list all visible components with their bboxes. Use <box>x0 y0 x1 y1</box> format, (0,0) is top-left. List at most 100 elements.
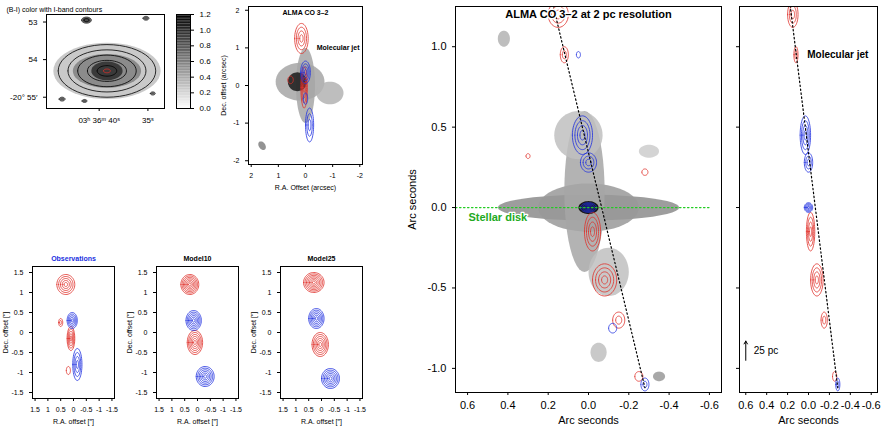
svg-text:-2: -2 <box>233 157 239 164</box>
svg-text:Molecular jet: Molecular jet <box>807 49 869 60</box>
svg-text:Stellar disk: Stellar disk <box>468 211 528 223</box>
svg-text:0: 0 <box>304 172 308 179</box>
svg-text:R.A. offset [″]: R.A. offset [″] <box>301 418 342 426</box>
svg-text:1.5: 1.5 <box>262 269 272 276</box>
svg-text:0.6: 0.6 <box>738 399 753 411</box>
svg-text:Arc seconds: Arc seconds <box>406 169 418 230</box>
svg-text:-1: -1 <box>17 369 23 376</box>
svg-text:1: 1 <box>236 44 240 51</box>
svg-text:Dec. offset [″]: Dec. offset [″] <box>126 312 134 354</box>
svg-text:Model25: Model25 <box>307 255 335 262</box>
svg-text:0.5: 0.5 <box>431 121 446 133</box>
svg-text:-1: -1 <box>330 172 336 179</box>
svg-text:0: 0 <box>236 82 240 89</box>
svg-text:R.A. offset [″]: R.A. offset [″] <box>177 418 218 426</box>
svg-text:-0.6: -0.6 <box>700 399 719 411</box>
svg-text:-1.5: -1.5 <box>230 406 242 413</box>
svg-text:0.5: 0.5 <box>304 406 314 413</box>
svg-text:0: 0 <box>72 406 76 413</box>
svg-text:-1: -1 <box>220 406 226 413</box>
svg-text:-0.5: -0.5 <box>428 281 447 293</box>
svg-text:-2: -2 <box>357 172 363 179</box>
svg-text:0.5: 0.5 <box>14 309 24 316</box>
svg-text:-1: -1 <box>344 406 350 413</box>
svg-text:0.5: 0.5 <box>138 309 148 316</box>
svg-text:1.2: 1.2 <box>200 10 212 19</box>
svg-text:25 pc: 25 pc <box>754 345 778 356</box>
svg-text:Observations: Observations <box>51 255 96 262</box>
svg-text:-1.5: -1.5 <box>259 389 271 396</box>
svg-text:-1.5: -1.5 <box>135 389 147 396</box>
svg-text:1: 1 <box>294 406 298 413</box>
svg-text:Arc seconds: Arc seconds <box>558 414 619 426</box>
svg-text:35ˢ: 35ˢ <box>142 116 154 125</box>
svg-text:-0.4: -0.4 <box>660 399 679 411</box>
svg-text:-1: -1 <box>141 369 147 376</box>
svg-text:0.6: 0.6 <box>460 399 475 411</box>
svg-text:ALMA CO 3–2: ALMA CO 3–2 <box>282 9 328 16</box>
svg-text:0.8: 0.8 <box>200 41 212 50</box>
svg-text:0: 0 <box>268 329 272 336</box>
svg-text:R.A. Offset (arcsec): R.A. Offset (arcsec) <box>275 184 336 192</box>
svg-text:0: 0 <box>144 329 148 336</box>
svg-text:1: 1 <box>276 172 280 179</box>
svg-text:03ʰ 36ᵐ 40ˢ: 03ʰ 36ᵐ 40ˢ <box>78 116 120 125</box>
svg-text:-0.2: -0.2 <box>820 399 839 411</box>
svg-text:-0.5: -0.5 <box>11 349 23 356</box>
svg-text:Dec. offset [″]: Dec. offset [″] <box>250 312 258 354</box>
svg-text:Arc seconds: Arc seconds <box>778 414 839 426</box>
svg-text:-1.5: -1.5 <box>11 389 23 396</box>
svg-text:0.5: 0.5 <box>262 309 272 316</box>
svg-text:2: 2 <box>249 172 253 179</box>
svg-text:1.5: 1.5 <box>30 406 40 413</box>
svg-text:1: 1 <box>46 406 50 413</box>
svg-text:0.2: 0.2 <box>780 399 795 411</box>
svg-text:1.5: 1.5 <box>154 406 164 413</box>
svg-text:-1: -1 <box>233 119 239 126</box>
svg-text:-1: -1 <box>265 369 271 376</box>
svg-text:Dec. offset (arcsec): Dec. offset (arcsec) <box>220 55 228 116</box>
svg-text:1: 1 <box>144 289 148 296</box>
svg-text:0.0: 0.0 <box>581 399 596 411</box>
svg-text:0.0: 0.0 <box>801 399 816 411</box>
svg-text:0: 0 <box>320 406 324 413</box>
svg-text:-0.5: -0.5 <box>259 349 271 356</box>
svg-text:R.A. offset [″]: R.A. offset [″] <box>53 418 94 426</box>
svg-text:1.0: 1.0 <box>200 26 212 35</box>
svg-text:-1.5: -1.5 <box>106 406 118 413</box>
svg-text:0.5: 0.5 <box>180 406 190 413</box>
svg-text:-0.5: -0.5 <box>204 406 216 413</box>
svg-text:0.2: 0.2 <box>541 399 556 411</box>
svg-text:-0.5: -0.5 <box>328 406 340 413</box>
svg-text:1.5: 1.5 <box>278 406 288 413</box>
svg-text:0.0: 0.0 <box>200 104 212 113</box>
svg-text:-20° 55′: -20° 55′ <box>10 93 38 102</box>
svg-text:0: 0 <box>20 329 24 336</box>
svg-text:0.0: 0.0 <box>431 201 446 213</box>
svg-text:Dec. offset [″]: Dec. offset [″] <box>2 312 10 354</box>
svg-text:0.4: 0.4 <box>759 399 774 411</box>
svg-text:(B-I) color with I-band contou: (B-I) color with I-band contours <box>7 6 103 14</box>
svg-text:ALMA CO 3–2 at 2 pc resolution: ALMA CO 3–2 at 2 pc resolution <box>505 8 672 20</box>
svg-text:-1.0: -1.0 <box>428 362 447 374</box>
svg-text:-1.5: -1.5 <box>354 406 366 413</box>
svg-text:1.0: 1.0 <box>431 40 446 52</box>
svg-text:0.6: 0.6 <box>200 57 212 66</box>
svg-text:0.2: 0.2 <box>200 88 212 97</box>
svg-text:53: 53 <box>29 18 38 27</box>
svg-text:-0.4: -0.4 <box>841 399 860 411</box>
svg-text:Model10: Model10 <box>183 255 211 262</box>
svg-text:1: 1 <box>268 289 272 296</box>
svg-text:-1: -1 <box>96 406 102 413</box>
svg-text:0.4: 0.4 <box>200 73 212 82</box>
svg-text:1: 1 <box>170 406 174 413</box>
svg-text:-0.5: -0.5 <box>135 349 147 356</box>
svg-text:2: 2 <box>236 7 240 14</box>
svg-text:0: 0 <box>196 406 200 413</box>
svg-text:1.5: 1.5 <box>138 269 148 276</box>
svg-text:0.5: 0.5 <box>56 406 66 413</box>
svg-text:1: 1 <box>20 289 24 296</box>
svg-text:-0.5: -0.5 <box>80 406 92 413</box>
svg-text:-0.6: -0.6 <box>862 399 881 411</box>
svg-text:Molecular jet: Molecular jet <box>317 44 360 52</box>
